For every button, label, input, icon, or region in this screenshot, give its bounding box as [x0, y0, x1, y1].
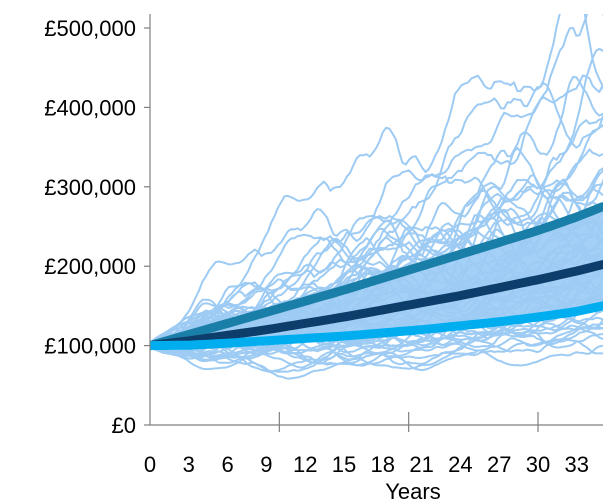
y-tick-label: £500,000 [44, 16, 136, 41]
simulation-path [150, 14, 603, 347]
x-tick-label: 27 [487, 452, 511, 477]
x-tick-label: 33 [565, 452, 589, 477]
simulation-path [150, 47, 603, 347]
upper-percentile-line [150, 202, 603, 351]
simulation-path [150, 76, 603, 347]
simulation-path [150, 298, 603, 373]
median-line [150, 260, 603, 351]
x-tick-label: 0 [144, 452, 156, 477]
simulation-path [150, 74, 603, 347]
axes [144, 14, 603, 432]
x-tick-label: 3 [183, 452, 195, 477]
percentile-series [150, 202, 603, 351]
x-axis-title: Years [385, 479, 440, 504]
x-tick-label: 9 [260, 452, 272, 477]
y-tick-label: £300,000 [44, 175, 136, 200]
x-tick-label: 18 [371, 452, 395, 477]
y-tick-label: £200,000 [44, 254, 136, 279]
x-tick-labels: 0 3 6 9 12 15 18 21 24 27 30 33 [144, 452, 589, 477]
x-tick-label: 6 [221, 452, 233, 477]
simulation-path [150, 227, 603, 347]
simulation-path [150, 178, 603, 347]
x-tick-label: 24 [448, 452, 472, 477]
x-tick-label: 15 [332, 452, 356, 477]
lower-percentile-line [150, 301, 603, 351]
x-tick-label: 12 [293, 452, 317, 477]
x-tick-label: 30 [526, 452, 550, 477]
simulation-path [150, 124, 603, 347]
y-tick-label: £100,000 [44, 334, 136, 359]
x-tick-label: 21 [409, 452, 433, 477]
y-tick-label: £0 [112, 413, 136, 438]
y-tick-labels: £0 £100,000 £200,000 £300,000 £400,000 £500,0… [44, 16, 136, 438]
y-tick-label: £400,000 [44, 95, 136, 120]
